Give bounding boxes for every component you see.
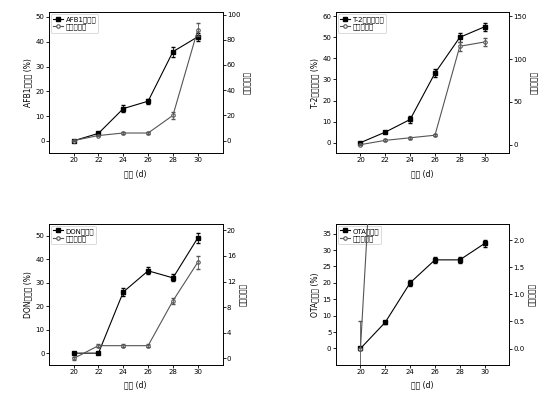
Legend: T-2毒素消减率, 乳酸菌量比: T-2毒素消减率, 乳酸菌量比: [338, 14, 386, 32]
Y-axis label: OTA消减率 (%): OTA消减率 (%): [311, 272, 320, 316]
X-axis label: 时间 (d): 时间 (d): [125, 169, 147, 178]
Legend: OTA消减率, 乳酸菌量比: OTA消减率, 乳酸菌量比: [338, 226, 381, 244]
Y-axis label: 乳酸菌量比: 乳酸菌量比: [528, 283, 537, 306]
Legend: AFB1消减率, 乳酸菌量比: AFB1消减率, 乳酸菌量比: [51, 14, 98, 32]
Y-axis label: DON消减率 (%): DON消减率 (%): [24, 271, 33, 318]
X-axis label: 时间 (d): 时间 (d): [125, 381, 147, 390]
X-axis label: 时间 (d): 时间 (d): [411, 381, 434, 390]
Legend: DON消减率, 乳酸菌量比: DON消减率, 乳酸菌量比: [51, 226, 96, 244]
Y-axis label: 乳酸菌量比: 乳酸菌量比: [238, 283, 248, 306]
Y-axis label: 乳酸菌量比: 乳酸菌量比: [243, 71, 252, 94]
X-axis label: 时间 (d): 时间 (d): [411, 169, 434, 178]
Y-axis label: AFB1消减率 (%): AFB1消减率 (%): [24, 58, 33, 107]
Y-axis label: 乳酸菌量比: 乳酸菌量比: [530, 71, 539, 94]
Y-axis label: T-2毒素消减率 (%): T-2毒素消减率 (%): [311, 58, 320, 107]
